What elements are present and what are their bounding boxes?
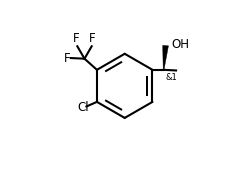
Polygon shape	[162, 45, 168, 70]
Text: F: F	[64, 52, 70, 65]
Text: F: F	[73, 32, 80, 45]
Text: OH: OH	[170, 38, 188, 50]
Text: Cl: Cl	[77, 101, 89, 114]
Text: F: F	[89, 32, 95, 45]
Text: &1: &1	[164, 73, 176, 81]
